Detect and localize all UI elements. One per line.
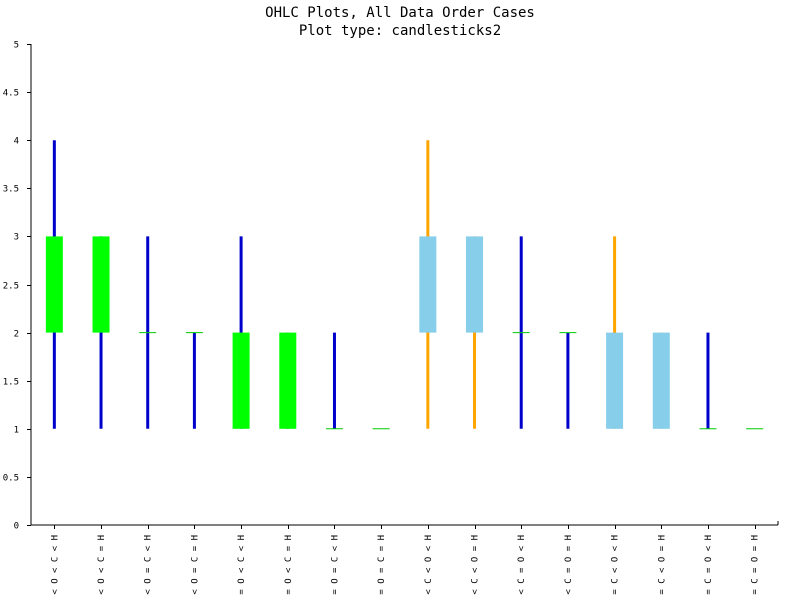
x-tick-label: L < O = C = H [190, 535, 200, 600]
y-tick-label: 4.5 [3, 89, 19, 99]
x-tick-label: L < O < C = H [97, 535, 107, 600]
x-tick-label: L < O < C < H [50, 535, 60, 600]
y-tick-label: 1 [14, 426, 19, 436]
y-tick-label: 2 [14, 330, 19, 340]
x-tick-label: L < C = O = H [564, 535, 574, 600]
chart-title: OHLC Plots, All Data Order Cases [265, 5, 535, 21]
x-tick-label: L = C < O = H [657, 535, 667, 600]
x-tick-label: L = O < C = H [284, 535, 294, 600]
y-tick-label: 3 [14, 233, 19, 243]
chart-subtitle: Plot type: candlesticks2 [298, 23, 502, 39]
x-tick-label: L < C < O = H [471, 535, 481, 600]
x-tick-label: L < O = C < H [144, 535, 154, 600]
y-tick-label: 5 [14, 41, 19, 51]
x-tick-label: L < C < O < H [424, 535, 434, 600]
candle-body [92, 236, 110, 333]
y-tick-label: 0.5 [3, 474, 19, 484]
x-tick-label: L = C < O < H [611, 535, 621, 600]
candle-body [466, 236, 484, 333]
y-tick-label: 4 [14, 137, 19, 147]
x-tick-label: L = O = C < H [330, 535, 340, 600]
x-tick-label: L = O = C = H [377, 535, 387, 600]
y-tick-label: 2.5 [3, 282, 19, 292]
x-tick-label: L = O < C < H [237, 535, 247, 600]
candle-body [419, 236, 437, 333]
y-tick-label: 0 [14, 522, 19, 532]
y-tick-label: 3.5 [3, 185, 19, 195]
x-tick-label: L < C = O < H [517, 535, 527, 600]
x-tick-label: L = C = O = H [751, 535, 761, 600]
candle-body [606, 332, 624, 429]
y-tick-label: 1.5 [3, 378, 19, 388]
candle-body [652, 332, 670, 429]
candle-body [45, 236, 63, 333]
x-tick-label: L = C = O < H [704, 535, 714, 600]
candle-body [232, 332, 250, 429]
candle-body [279, 332, 297, 429]
